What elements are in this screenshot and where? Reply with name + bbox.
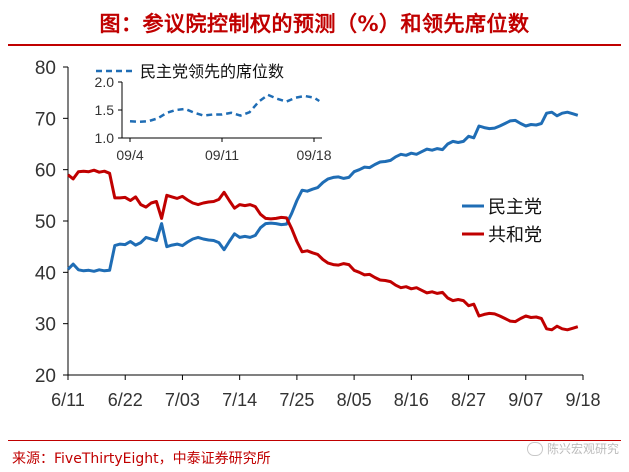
series-line-rep — [67, 168, 579, 332]
x-tick-label: 9/07 — [508, 390, 543, 410]
y-tick-label: 20 — [35, 366, 56, 387]
inset-y-tick-label: 1.0 — [95, 130, 115, 146]
y-tick-label: 30 — [35, 315, 56, 336]
x-tick-label: 6/22 — [108, 390, 143, 410]
legend-label-rep: 共和党 — [488, 225, 542, 246]
y-tick-label: 70 — [35, 109, 56, 130]
y-tick-label: 50 — [35, 212, 56, 233]
y-tick-label: 40 — [35, 263, 56, 284]
x-tick-label: 7/14 — [222, 390, 257, 410]
legend-label-dem: 民主党 — [488, 197, 542, 218]
y-tick-label: 60 — [35, 161, 56, 182]
wechat-icon — [526, 441, 543, 456]
x-tick-label: 7/03 — [165, 390, 200, 410]
x-tick-label: 8/16 — [394, 390, 429, 410]
inset-x-tick-label: 09/4 — [116, 147, 143, 163]
x-tick-label: 9/18 — [565, 390, 600, 410]
inset-x-tick-label: 09/18 — [296, 147, 331, 163]
inset-x-tick-label: 09/11 — [205, 147, 239, 163]
inset-y-tick-label: 1.5 — [95, 102, 115, 118]
watermark-text: 陈兴宏观研究 — [546, 442, 619, 456]
title-divider — [8, 44, 621, 46]
x-tick-label: 8/27 — [451, 390, 486, 410]
x-tick-label: 8/05 — [337, 390, 372, 410]
source-note: 来源：FiveThirtyEight，中泰证券研究所 — [12, 451, 271, 467]
y-tick-label: 80 — [35, 58, 56, 79]
x-tick-label: 7/25 — [279, 390, 314, 410]
chart-title: 图：参议院控制权的预测（%）和领先席位数 — [99, 12, 530, 36]
inset-series-line — [129, 93, 320, 124]
source-divider — [8, 440, 621, 441]
inset-legend-label: 民主党领先的席位数 — [140, 62, 284, 81]
x-tick-label: 6/11 — [51, 390, 85, 410]
inset-y-tick-label: 2.0 — [95, 74, 115, 90]
watermark: 陈兴宏观研究 — [526, 440, 619, 457]
series-line-dem — [66, 110, 579, 273]
